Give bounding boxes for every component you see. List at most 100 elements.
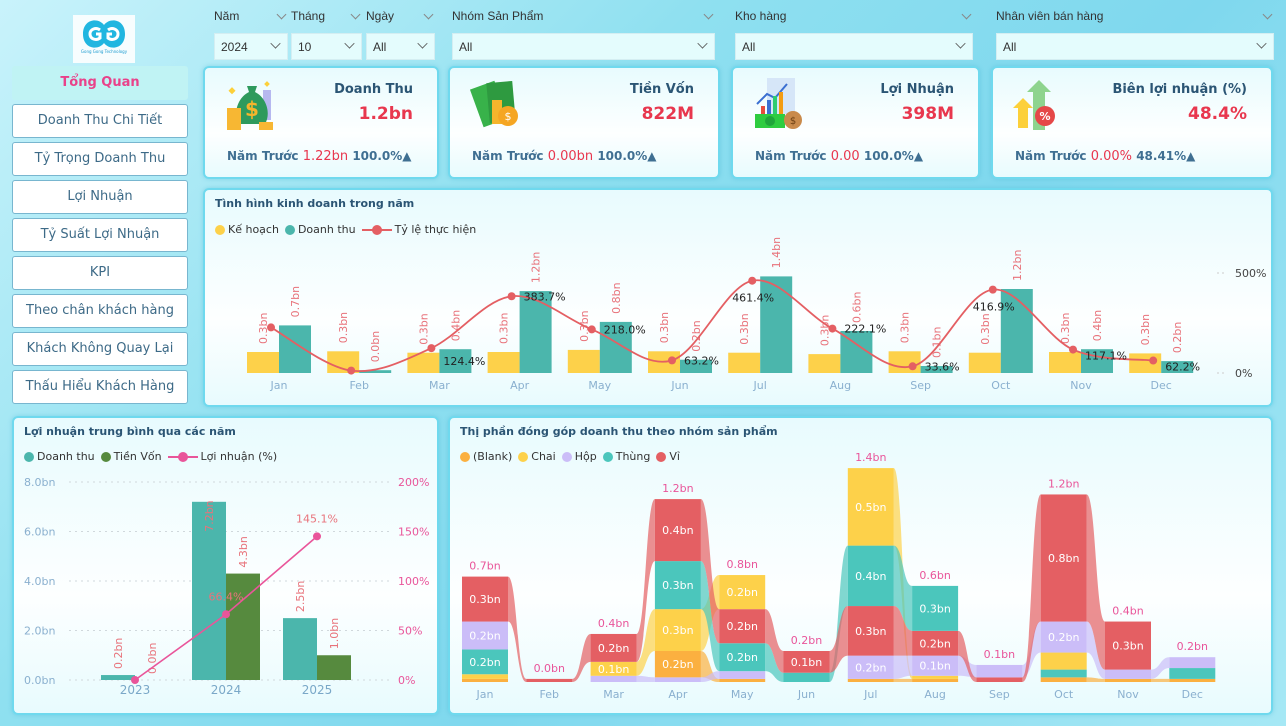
year-select[interactable]: 2024	[214, 33, 288, 60]
revenue-value-label: 0.4bn	[449, 310, 462, 341]
x-tick-label: Sep	[910, 379, 931, 392]
nav-kpi[interactable]: KPI	[12, 256, 188, 290]
legend-item-cost[interactable]: Tiền Vốn	[100, 450, 162, 463]
change-percent: 100.0%▲	[352, 149, 412, 163]
segment-value-label: 0.2bn	[726, 586, 757, 599]
y-left-tick-label: 8.0bn	[24, 476, 55, 489]
day-select[interactable]: All	[366, 33, 435, 60]
nav-thau-hieu-khach-hang[interactable]: Thấu Hiểu Khách Hàng	[12, 370, 188, 404]
year-slicer[interactable]: Năm 2024	[214, 6, 288, 60]
rate-point	[347, 366, 356, 375]
salesperson-select[interactable]: All	[996, 33, 1274, 60]
warehouse-select[interactable]: All	[735, 33, 973, 60]
chart-legend: Doanh thu Tiền Vốn Lợi nhuận (%)	[24, 450, 277, 463]
nav-theo-chan-khach-hang[interactable]: Theo chân khách hàng	[12, 294, 188, 328]
plan-value-label: 0.3bn	[738, 313, 751, 344]
rate-point	[427, 344, 436, 353]
month-slicer[interactable]: Tháng 10	[291, 6, 362, 60]
stack-segment	[462, 678, 508, 682]
x-tick-label: Feb	[540, 688, 559, 701]
stack-segment	[1169, 678, 1216, 682]
ribbon-hộp	[636, 675, 655, 682]
plan-bar	[407, 352, 440, 373]
plan-value-label: 0.3bn	[658, 312, 671, 343]
kpi-footer: Năm Trước 0.00 100.0%▲	[755, 149, 923, 164]
revenue-value-label: 0.6bn	[850, 292, 863, 323]
segment-value-label: 0.2bn	[726, 651, 757, 664]
svg-text:$: $	[245, 97, 259, 121]
gg-logo-icon	[83, 20, 125, 48]
prev-year-label: Năm Trước	[227, 149, 299, 163]
plan-value-label: 0.3bn	[899, 312, 912, 343]
kpi-footer: Năm Trước 0.00% 48.41%▲	[1015, 149, 1195, 164]
legend-item-chai[interactable]: Chai	[518, 450, 556, 463]
ribbon-thùng	[829, 545, 848, 682]
nav-loi-nhuan[interactable]: Lợi Nhuận	[12, 180, 188, 214]
product-group-slicer[interactable]: Nhóm Sản Phẩm All	[452, 6, 715, 60]
legend-label: Hộp	[574, 450, 597, 463]
month-value: 10	[298, 40, 312, 54]
kpi-card-margin: % Biên lợi nhuận (%) 48.4% Năm Trước 0.0…	[991, 66, 1273, 179]
ribbon-thùng	[765, 643, 784, 682]
stack-segment	[912, 585, 959, 631]
stack-segment	[1040, 621, 1087, 653]
nav-khach-khong-quay-lai[interactable]: Khách Không Quay Lại	[12, 332, 188, 366]
legend-item-hop[interactable]: Hộp	[561, 450, 597, 463]
ribbon-thùng	[893, 545, 913, 631]
chevron-down-icon	[1256, 38, 1267, 49]
segment-value-label: 0.1bn	[919, 660, 950, 673]
stack-segment	[976, 664, 1023, 678]
product-group-label: Nhóm Sản Phẩm	[452, 9, 544, 23]
salesperson-slicer[interactable]: Nhân viên bán hàng All	[996, 6, 1274, 60]
warehouse-slicer[interactable]: Kho hàng All	[735, 6, 973, 60]
legend-item-revenue[interactable]: Doanh thu	[284, 223, 356, 236]
x-tick-label: Apr	[668, 688, 688, 701]
legend-item-blank[interactable]: (Blank)	[460, 450, 512, 463]
x-tick-label: May	[588, 379, 611, 392]
chart-legend: (Blank) Chai Hộp Thùng Vỉ	[460, 450, 680, 463]
legend-item-plan[interactable]: Kế hoạch	[215, 223, 279, 236]
x-tick-label: Jan	[270, 379, 288, 392]
y-left-tick-label: 6.0bn	[24, 526, 55, 539]
y-right-tick-label: 50%	[398, 625, 422, 638]
salesperson-label: Nhân viên bán hàng	[996, 9, 1104, 23]
nav-ty-trong-doanh-thu[interactable]: Tỷ Trọng Doanh Thu	[12, 142, 188, 176]
product-group-select[interactable]: All	[452, 33, 715, 60]
legend-item-thung[interactable]: Thùng	[602, 450, 650, 463]
day-slicer[interactable]: Ngày All	[366, 6, 435, 60]
x-tick-label: Aug	[924, 688, 945, 701]
y-left-tick-label: 4.0bn	[24, 575, 55, 588]
legend-item-vi[interactable]: Vỉ	[656, 450, 680, 463]
stack-segment	[912, 630, 959, 656]
stack-segment	[912, 655, 959, 676]
profit-pct-point	[131, 676, 139, 684]
nav-ty-suat-loi-nhuan[interactable]: Tỷ Suất Lợi Nhuận	[12, 218, 188, 252]
month-select[interactable]: 10	[291, 33, 362, 60]
y-left-tick-label: 2.0bn	[24, 625, 55, 638]
ribbon-vỉ	[893, 606, 913, 656]
warehouse-label: Kho hàng	[735, 9, 787, 23]
ribbon-vỉ	[508, 576, 527, 682]
legend-item-revenue[interactable]: Doanh thu	[24, 450, 95, 463]
warehouse-value: All	[742, 40, 756, 54]
revenue-value-label: 7.2bn	[203, 500, 216, 531]
nav-tong-quan[interactable]: Tổng Quan	[12, 66, 188, 100]
legend-item-profit-pct[interactable]: Lợi nhuận (%)	[167, 450, 277, 463]
stack-segment	[719, 575, 766, 610]
ribbon-blank	[893, 678, 913, 682]
stack-segment	[590, 675, 637, 682]
legend-dot	[561, 451, 572, 462]
rate-point	[988, 285, 997, 294]
stack-segment	[719, 678, 766, 682]
total-value-label: 0.6bn	[919, 569, 950, 582]
nav-doanh-thu-chi-tiet[interactable]: Doanh Thu Chi Tiết	[12, 104, 188, 138]
legend-item-rate[interactable]: Tỷ lệ thực hiện	[361, 223, 476, 236]
rate-point	[908, 362, 917, 371]
x-tick-label: Sep	[989, 688, 1010, 701]
ribbon-chai	[636, 609, 655, 676]
stack-segment	[847, 545, 894, 607]
total-value-label: 0.0bn	[534, 662, 565, 675]
rate-value-label: 33.6%	[925, 360, 960, 373]
x-tick-label: Oct	[991, 379, 1011, 392]
segment-value-label: 0.3bn	[855, 625, 886, 638]
